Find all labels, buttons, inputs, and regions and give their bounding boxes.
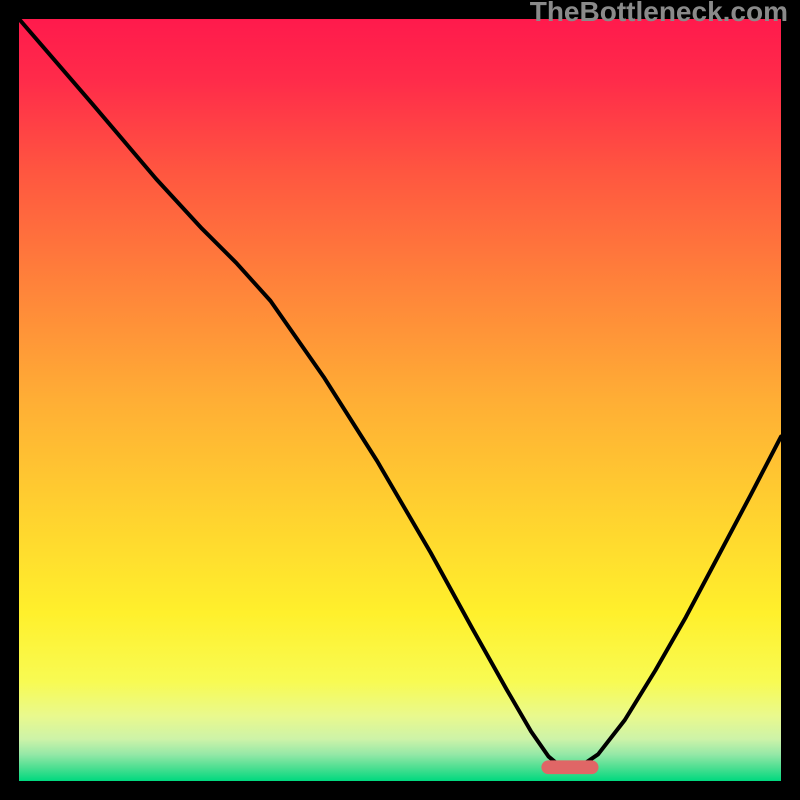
trough-marker	[541, 760, 598, 774]
plot-area	[19, 19, 781, 781]
gradient-background	[19, 19, 781, 781]
chart-svg	[19, 19, 781, 781]
watermark-text: TheBottleneck.com	[530, 0, 788, 28]
